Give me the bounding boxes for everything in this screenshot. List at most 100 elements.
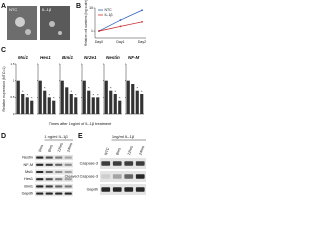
band [101, 161, 111, 166]
micrograph [40, 6, 70, 40]
lane-label: 6hrs [47, 144, 53, 152]
band [112, 174, 122, 179]
band [55, 156, 63, 159]
point [119, 19, 122, 21]
band [36, 170, 44, 174]
x-tick-label: Day1 [116, 40, 124, 44]
row-label: Gapdh [87, 188, 98, 192]
significance: * [88, 86, 90, 91]
band [45, 156, 53, 159]
sphere [58, 31, 62, 35]
row-label: Msi1 [25, 170, 33, 174]
significance: * [70, 89, 72, 94]
lane-label: 24hrs [66, 142, 73, 152]
bar [69, 94, 73, 114]
band [101, 187, 111, 192]
x-tick-label: Day0 [95, 40, 103, 44]
bar [118, 100, 122, 114]
band [64, 192, 72, 195]
bar [104, 80, 108, 114]
y-axis-title: Relative cell numbers (log scale) [84, 0, 88, 46]
bar [131, 84, 135, 114]
y-axis-title: Relative expression (NTC=1) [2, 66, 6, 111]
panel-label: C [1, 47, 6, 54]
band [124, 187, 134, 192]
row-label: Nestin [22, 156, 33, 160]
blot-strip [35, 169, 73, 175]
blot-strip [100, 158, 146, 169]
bar [74, 97, 78, 114]
band [36, 192, 44, 195]
point [141, 9, 143, 12]
band [64, 178, 72, 181]
band [45, 163, 53, 166]
blot-strip [35, 162, 73, 168]
bar [65, 87, 69, 114]
bar [140, 94, 144, 114]
band [45, 192, 53, 195]
row-label: Hes1 [24, 177, 33, 181]
band [45, 185, 53, 188]
band [55, 185, 63, 188]
band [135, 174, 145, 179]
band [64, 163, 72, 166]
bar [91, 97, 95, 114]
band [124, 161, 134, 166]
panel-label: D [1, 133, 6, 140]
x-axis-title: Times after 1ng/ml of IL-1β treatment [49, 122, 112, 126]
legend-label: IL-1β [105, 13, 113, 17]
y-tick-label: 0.5 [10, 95, 15, 99]
band [64, 185, 72, 188]
bar [109, 90, 113, 114]
bar [96, 97, 100, 114]
band [55, 170, 63, 174]
blot-strip [100, 184, 146, 195]
significance: * [44, 86, 46, 91]
sphere [15, 17, 25, 27]
lane-label: 12hrs [127, 145, 134, 155]
significance: * [141, 89, 143, 94]
bar [21, 94, 25, 114]
treatment: 1 ng/ml IL-1β [44, 134, 68, 139]
significance: * [48, 92, 50, 97]
y-tick-label: 1 [13, 78, 15, 82]
row-label: NF-M [24, 163, 34, 167]
bar [38, 80, 42, 114]
row-label: Caspase-3 [80, 162, 98, 166]
bar [30, 100, 34, 114]
bar [25, 97, 29, 114]
significance: * [26, 92, 28, 97]
lane-label: NTC [104, 147, 111, 156]
significance: * [110, 86, 112, 91]
significance: * [97, 92, 99, 97]
bar [43, 90, 47, 114]
row-label: Gapdh [22, 192, 33, 196]
y-tick-label: 0 [13, 112, 15, 116]
panel-label: B [76, 3, 81, 10]
gene-title: Nestin [106, 55, 120, 60]
lane-label: 24hrs [138, 145, 145, 155]
gene-title: Nr2e1 [84, 55, 97, 60]
bar [52, 100, 56, 114]
lane-label: 6hrs [115, 147, 121, 155]
lane-label: 12hrs [57, 142, 64, 152]
point [119, 25, 122, 28]
blot-strip [35, 183, 73, 189]
band [45, 170, 53, 174]
bar [82, 80, 86, 114]
band [55, 178, 63, 181]
band [124, 174, 134, 179]
gene-title: Msi1 [18, 55, 29, 60]
band [135, 161, 145, 166]
band [112, 187, 122, 192]
y-tick-label: 1 [91, 29, 93, 33]
bar [16, 80, 20, 114]
page: NTC IL-1β A B C D E 1 10 Relative cell numbers … [1, 0, 147, 197]
band [101, 174, 111, 179]
y-tick-label: 1.5 [10, 62, 15, 66]
image-caption: IL-1β [42, 7, 52, 12]
sphere [49, 21, 55, 27]
band [36, 163, 44, 166]
significance: * [22, 89, 24, 94]
